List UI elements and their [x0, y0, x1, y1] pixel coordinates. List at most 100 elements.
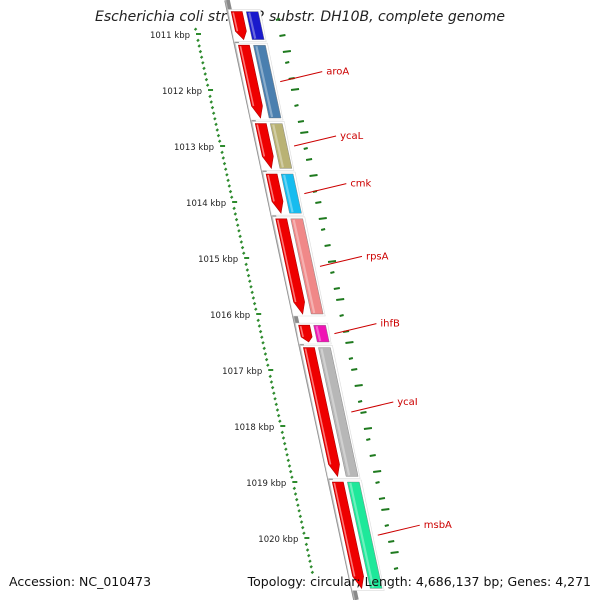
gene-label[interactable]: rpsA: [366, 251, 389, 262]
ruler-minor-tick: [287, 464, 292, 468]
ruler-minor-tick: [208, 94, 212, 99]
ruler-tick-label: 1013 kbp: [174, 143, 214, 153]
gene-label[interactable]: ycaI: [397, 397, 418, 408]
gene-label[interactable]: ycaL: [340, 131, 364, 142]
gc-content-tick: [363, 427, 373, 430]
gc-content-tick: [336, 298, 345, 301]
gene-cog-box[interactable]: [253, 45, 282, 119]
gc-content-tick: [333, 287, 340, 290]
ruler-minor-tick: [242, 251, 246, 255]
gene-label-leader: [351, 401, 394, 413]
ruler-minor-tick: [261, 341, 265, 345]
ruler-minor-tick: [257, 324, 262, 328]
gene-cds-highlight: [239, 46, 255, 107]
ruler-minor-tick: [282, 441, 287, 446]
gc-content-tick: [381, 508, 390, 511]
gene-label[interactable]: cmk: [350, 179, 371, 190]
ruler-minor-tick: [196, 38, 200, 43]
gene-cds-highlight: [276, 219, 297, 303]
ruler-minor-tick: [266, 363, 270, 367]
gc-content-tick: [330, 271, 335, 274]
gene-cds-highlight: [304, 348, 332, 465]
gene-cog-box[interactable]: [347, 481, 383, 589]
gene-label[interactable]: ihfB: [380, 319, 400, 330]
ruler-minor-tick: [280, 430, 285, 435]
gc-content-tick: [294, 104, 299, 107]
ruler-minor-tick: [201, 61, 205, 65]
gc-content-tick: [366, 438, 371, 441]
gene-cog-box[interactable]: [318, 347, 359, 477]
gene-cog-box[interactable]: [313, 325, 330, 343]
gc-content-tick: [354, 384, 363, 387]
ruler-minor-tick: [272, 391, 276, 395]
ruler-minor-tick: [293, 492, 298, 496]
gc-content-tick: [303, 147, 308, 150]
ruler-minor-tick: [295, 497, 299, 502]
gene-cog-highlight: [320, 348, 351, 476]
ruler-tick-label: 1014 kbp: [186, 199, 226, 209]
ruler-minor-tick: [211, 111, 216, 115]
gc-content-tick: [390, 551, 399, 554]
ruler-minor-tick: [258, 329, 263, 334]
ruler-minor-tick: [251, 296, 256, 300]
gc-content-tick: [351, 368, 358, 371]
ruler-minor-tick: [223, 167, 228, 171]
ruler-minor-tick: [193, 27, 198, 31]
ruler-minor-tick: [254, 307, 258, 311]
gc-content-tick: [393, 567, 399, 570]
ruler-minor-tick: [301, 525, 305, 530]
ruler-minor-tick: [227, 184, 232, 188]
ruler-minor-tick: [240, 245, 245, 250]
gene-tracks: [227, 9, 385, 591]
ruler-minor-tick: [215, 128, 219, 132]
gene-cog-highlight: [272, 124, 284, 168]
gene-cog-highlight: [255, 45, 274, 118]
ruler-minor-tick: [273, 397, 277, 401]
ruler-minor-tick: [246, 273, 251, 278]
ruler-minor-tick: [239, 240, 244, 244]
ruler-minor-tick: [310, 570, 315, 575]
gene-cog-box[interactable]: [280, 173, 302, 214]
gene-cds-highlight: [333, 482, 356, 577]
gc-content-tick: [309, 174, 318, 177]
ruler-minor-tick: [281, 436, 286, 440]
ruler-minor-tick: [263, 352, 268, 356]
gene-cog-highlight: [315, 325, 322, 342]
ruler: 1011 kbp 1012 kbp 1013 kbp 1014 kbp 1015 kbp…: [150, 27, 315, 575]
gene-label[interactable]: aroA: [326, 67, 349, 78]
ruler-minor-tick: [199, 55, 204, 59]
ruler-minor-tick: [296, 503, 300, 507]
ruler-minor-tick: [236, 223, 240, 227]
gene-cog-highlight: [349, 482, 375, 588]
ruler-minor-tick: [221, 156, 226, 160]
ruler-tick-label: 1017 kbp: [222, 367, 262, 377]
gene-labels: aroA ycaL cmk rpsA ihfB ycaI msbA: [280, 67, 452, 536]
ruler-minor-tick: [214, 122, 218, 127]
ruler-tick-label: 1016 kbp: [210, 311, 250, 321]
ruler-minor-tick: [203, 72, 207, 76]
gene-cog-box[interactable]: [290, 218, 324, 315]
ruler-minor-tick: [260, 335, 264, 339]
ruler-minor-tick: [285, 453, 289, 457]
ruler-minor-tick: [198, 49, 203, 54]
ruler-minor-tick: [288, 469, 293, 474]
gc-content-tick: [282, 50, 291, 53]
ruler-minor-tick: [197, 44, 201, 48]
gc-content-tick: [345, 341, 354, 344]
gene-cog-box[interactable]: [245, 11, 265, 40]
ruler-tick-label: 1015 kbp: [198, 255, 238, 265]
gene-cog-box[interactable]: [270, 123, 293, 169]
ruler-minor-tick: [256, 318, 260, 323]
gc-content-tick: [327, 260, 337, 263]
gc-content-tick: [342, 330, 350, 333]
ruler-minor-tick: [274, 402, 278, 407]
gene-label[interactable]: msbA: [424, 520, 452, 531]
gene-cds-highlight: [299, 326, 304, 338]
gene-cog-highlight: [283, 174, 294, 213]
gc-content-tick: [348, 357, 354, 360]
ruler-minor-tick: [299, 520, 304, 524]
ruler-minor-tick: [262, 346, 266, 351]
ruler-minor-tick: [216, 133, 221, 138]
gc-content-tick: [384, 524, 390, 527]
ruler-minor-tick: [237, 229, 241, 233]
